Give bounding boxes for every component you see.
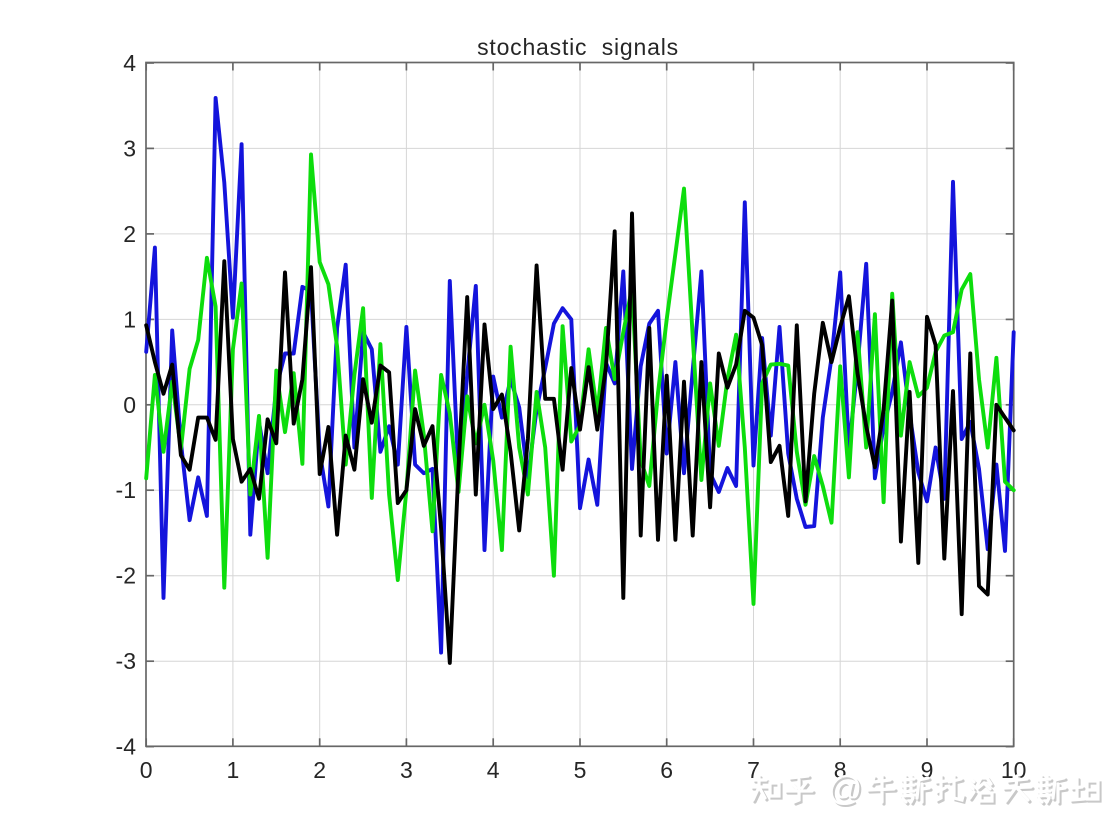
svg-text:1: 1	[123, 306, 136, 332]
svg-text:@: @	[830, 772, 865, 810]
svg-text:3: 3	[123, 135, 136, 161]
svg-text:3: 3	[400, 757, 413, 783]
svg-text:@: @	[828, 770, 863, 808]
svg-text:5: 5	[574, 757, 587, 783]
svg-text:8: 8	[834, 757, 847, 783]
svg-text:-2: -2	[116, 563, 136, 589]
svg-text:-3: -3	[116, 648, 136, 674]
svg-text:4: 4	[487, 757, 500, 783]
svg-text:1: 1	[227, 757, 240, 783]
svg-text:-1: -1	[116, 477, 136, 503]
svg-text:stochastic signals: stochastic signals	[477, 34, 679, 60]
svg-text:0: 0	[123, 392, 136, 418]
svg-text:4: 4	[123, 50, 136, 76]
svg-text:6: 6	[660, 757, 673, 783]
svg-text:2: 2	[313, 757, 326, 783]
svg-text:0: 0	[140, 757, 153, 783]
svg-text:7: 7	[747, 757, 760, 783]
svg-text:2: 2	[123, 221, 136, 247]
svg-text:-4: -4	[116, 734, 137, 760]
svg-text:9: 9	[921, 757, 934, 783]
